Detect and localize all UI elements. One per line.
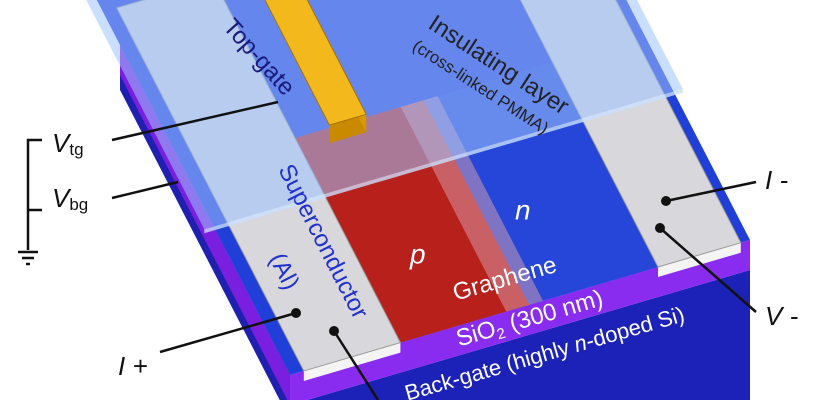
symbol: V (52, 183, 72, 213)
superconductor-front-left (303, 342, 401, 381)
n-region-label: n (515, 194, 531, 225)
lead-vtg (111, 100, 279, 142)
v-tg-label: Vtg (52, 128, 84, 160)
contact-dots (291, 196, 671, 336)
wiring (18, 100, 757, 400)
lead-i-plus (159, 311, 297, 354)
contact-dot (661, 196, 671, 206)
lead-v-plus (332, 330, 380, 400)
lead-i-minus (665, 180, 757, 203)
contact-dot (291, 308, 301, 318)
subscript: bg (69, 195, 88, 214)
i-minus-label: I - (765, 165, 788, 195)
top-gate-side (329, 114, 367, 144)
insulating-edge (204, 88, 683, 234)
p-region-label: p (409, 238, 426, 269)
insulating-layer (86, 0, 683, 230)
lead-v-minus (659, 227, 757, 313)
sio2-front (290, 240, 750, 400)
contact-dot (329, 326, 339, 336)
top-gate (264, 0, 367, 126)
i-plus-label: I + (118, 351, 148, 381)
device-body (86, 0, 750, 400)
contact-dot (655, 223, 665, 233)
lead-vbg (111, 180, 179, 200)
bias-bracket (26, 138, 42, 250)
v-minus-label: V - (765, 301, 799, 331)
v-bg-label: Vbg (52, 183, 88, 215)
subscript: tg (69, 140, 83, 159)
superconductor-front-right (658, 242, 741, 277)
symbol: V (52, 128, 72, 158)
